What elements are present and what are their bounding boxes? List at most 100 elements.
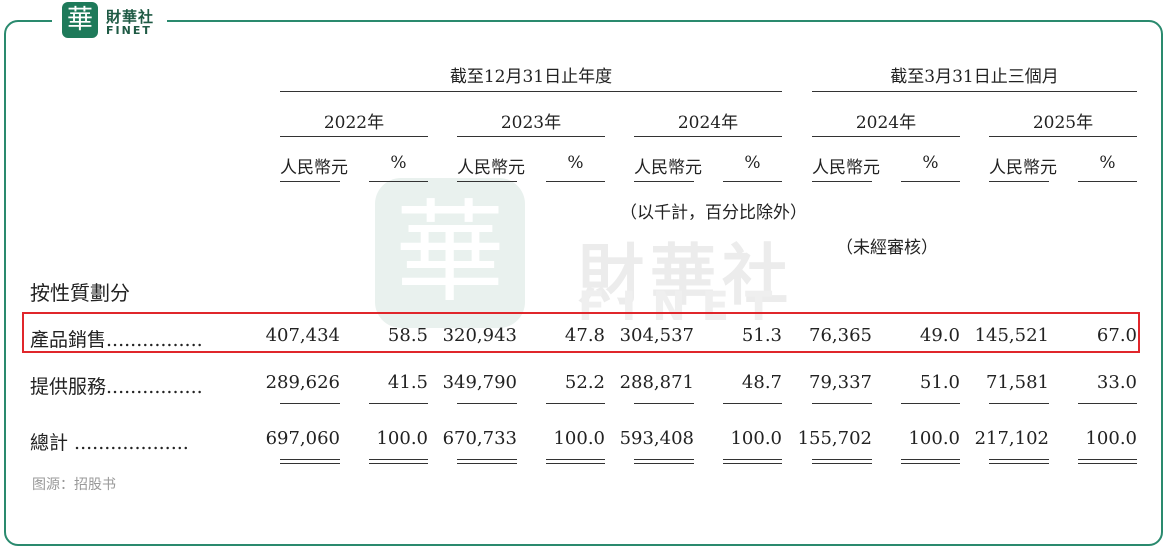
brand-name-cn: 財華社 [106,8,155,26]
subtotal-line [369,403,428,404]
watermark-logo-icon: 華 [375,178,525,328]
col-header-pct: % [567,153,584,173]
cell-value: 52.2 [564,372,605,393]
cell-value: 76,365 [809,325,872,346]
col-underline [280,181,340,182]
cell-value: 100.0 [908,428,960,449]
subtotal-line [1078,403,1137,404]
highlight-box [22,312,1140,353]
col-underline [901,181,960,182]
cell-value: 407,434 [265,325,340,346]
cell-value: 49.0 [919,325,960,346]
subtotal-line [280,403,340,404]
cell-value: 100.0 [730,428,782,449]
brand-name-en: FINET [106,24,152,37]
subtotal-line [634,403,694,404]
total-double-line [1078,459,1137,464]
total-double-line [989,459,1049,464]
subtotal-line [901,403,960,404]
year-underline [634,136,782,137]
row-label: 總計 ................... [30,432,189,454]
subtotal-line [457,403,517,404]
year-underline [989,136,1137,137]
col-header-pct: % [390,153,407,173]
brand-logo-icon: 華 [62,2,98,38]
group-header-quarter: 截至3月31日止三個月 [890,67,1059,87]
col-underline [1078,181,1137,182]
year-header: 2023年 [500,113,562,133]
col-underline [546,181,605,182]
cell-value: 51.0 [919,372,960,393]
watermark-name-cn: 財華社 [578,237,794,314]
cell-value: 47.8 [564,325,605,346]
total-double-line [901,459,960,464]
cell-value: 697,060 [265,428,340,449]
col-underline [457,181,517,182]
subtotal-line [546,403,605,404]
note-thousands: （以千計，百分比除外） [620,203,807,223]
note-unaudited: （未經審核） [836,238,938,258]
cell-value: 217,102 [974,428,1049,449]
subtotal-line [812,403,872,404]
cell-value: 51.3 [741,325,782,346]
col-header-rmb: 人民幣元 [989,158,1057,178]
cell-value: 320,943 [442,325,517,346]
group-underline [280,91,782,92]
cell-value: 100.0 [376,428,428,449]
total-double-line [812,459,872,464]
year-underline [812,136,960,137]
cell-value: 79,337 [809,372,872,393]
total-double-line [634,459,694,464]
total-double-line [546,459,605,464]
source-caption: 图源：招股书 [32,477,116,493]
year-header: 2025年 [1032,113,1094,133]
col-underline [989,181,1049,182]
watermark-name-en: FINET [578,284,789,330]
row-label: 提供服務................ [30,376,203,398]
section-title: 按性質劃分 [30,281,130,305]
col-underline [369,181,428,182]
cell-value: 41.5 [387,372,428,393]
cell-value: 67.0 [1096,325,1137,346]
col-underline [723,181,782,182]
cell-value: 58.5 [387,325,428,346]
total-double-line [369,459,428,464]
subtotal-line [723,403,782,404]
col-header-rmb: 人民幣元 [280,158,348,178]
total-double-line [723,459,782,464]
cell-value: 288,871 [619,372,694,393]
cell-value: 289,626 [265,372,340,393]
cell-value: 100.0 [1085,428,1137,449]
cell-value: 304,537 [619,325,694,346]
total-double-line [280,459,340,464]
cell-value: 33.0 [1096,372,1137,393]
cell-value: 145,521 [974,325,1049,346]
row-label: 產品銷售................ [30,329,203,351]
card-frame [4,20,1163,546]
year-underline [280,136,428,137]
total-double-line [457,459,517,464]
col-underline [812,181,872,182]
cell-value: 71,581 [986,372,1049,393]
cell-value: 100.0 [553,428,605,449]
cell-value: 593,408 [619,428,694,449]
year-header: 2022年 [323,113,385,133]
year-underline [457,136,605,137]
group-underline [812,91,1137,92]
brand-logo: 華 財華社 FINET [52,0,167,42]
col-header-rmb: 人民幣元 [634,158,702,178]
cell-value: 670,733 [442,428,517,449]
col-header-rmb: 人民幣元 [812,158,880,178]
year-header: 2024年 [855,113,917,133]
subtotal-line [989,403,1049,404]
col-header-rmb: 人民幣元 [457,158,525,178]
group-header-year: 截至12月31日止年度 [449,67,613,87]
cell-value: 155,702 [797,428,872,449]
col-header-pct: % [1099,153,1116,173]
cell-value: 48.7 [741,372,782,393]
cell-value: 349,790 [442,372,517,393]
col-underline [634,181,694,182]
col-header-pct: % [744,153,761,173]
col-header-pct: % [922,153,939,173]
year-header: 2024年 [677,113,739,133]
